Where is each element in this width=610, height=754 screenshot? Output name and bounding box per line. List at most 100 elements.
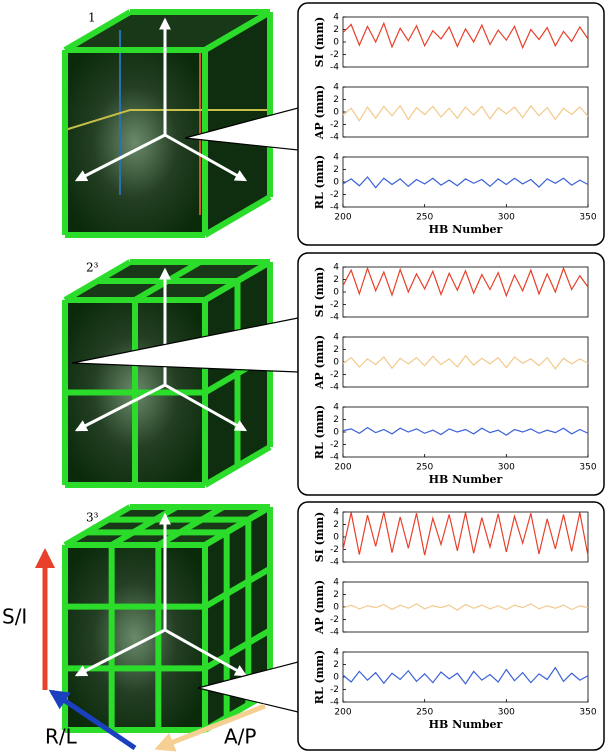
y-tick-label: 4 <box>333 153 339 163</box>
y-tick-label: 4 <box>333 13 339 23</box>
y-axis-label: RL (mm) <box>313 405 326 459</box>
y-tick-label: 0 <box>333 603 339 613</box>
direction-label: R/L <box>45 725 78 749</box>
x-tick-label: 200 <box>334 708 351 718</box>
y-axis-label: SI (mm) <box>313 512 326 563</box>
x-tick-label: 250 <box>416 463 433 473</box>
cube-edge <box>156 504 225 548</box>
data-line <box>342 666 589 685</box>
y-axis-label: SI (mm) <box>313 267 326 318</box>
y-axis-label: RL (mm) <box>313 650 326 704</box>
axis-arrow <box>164 133 248 182</box>
y-tick-label: -2 <box>330 615 339 625</box>
plot-frame <box>342 156 589 208</box>
plot-frame <box>342 336 589 388</box>
y-tick-label: -2 <box>330 440 339 450</box>
x-tick-label: 250 <box>416 708 433 718</box>
x-axis-label: HB Number <box>429 223 503 236</box>
data-line <box>342 21 589 50</box>
cube-edge <box>203 566 272 610</box>
rl-arrow <box>48 689 137 751</box>
y-tick-label: -4 <box>330 133 339 143</box>
y-tick-label: 4 <box>333 263 339 273</box>
cube-front <box>65 50 205 235</box>
plane <box>64 109 270 131</box>
axis-arrow <box>164 383 248 432</box>
data-line <box>342 266 589 298</box>
y-tick-label: 0 <box>333 673 339 683</box>
panel-label: 2³ <box>86 261 99 275</box>
y-tick-label: 0 <box>333 288 339 298</box>
y-tick-label: 2 <box>333 25 339 35</box>
y-tick-label: 0 <box>333 358 339 368</box>
cube-edge <box>63 9 132 53</box>
y-tick-label: -2 <box>330 545 339 555</box>
plot-frame <box>342 581 589 633</box>
y-tick-label: -4 <box>330 558 339 568</box>
cube-edge <box>63 504 132 548</box>
x-tick-label: 200 <box>334 213 351 223</box>
y-tick-label: -2 <box>330 50 339 60</box>
cube-edge <box>203 504 272 548</box>
y-tick-label: -4 <box>330 698 339 708</box>
cube-edge <box>203 444 272 488</box>
y-tick-label: 4 <box>333 83 339 93</box>
x-tick-label: 300 <box>498 463 515 473</box>
y-tick-label: -4 <box>330 383 339 393</box>
y-tick-label: -4 <box>330 453 339 463</box>
y-tick-label: 2 <box>333 95 339 105</box>
y-tick-label: -2 <box>330 685 339 695</box>
x-tick-label: 250 <box>416 213 433 223</box>
y-axis-label: AP (mm) <box>313 335 326 390</box>
ap-arrow <box>154 703 266 752</box>
axis-arrow <box>74 383 166 432</box>
y-tick-label: 4 <box>333 508 339 518</box>
axis-arrow <box>164 628 248 677</box>
cube-edge <box>203 259 272 303</box>
axis-arrow <box>74 133 166 182</box>
x-tick-label: 350 <box>579 708 596 718</box>
panel-label: 3³ <box>86 511 99 525</box>
panel-label: 1 <box>88 11 96 25</box>
y-tick-label: -4 <box>330 628 339 638</box>
y-tick-label: 0 <box>333 428 339 438</box>
y-tick-label: 2 <box>333 520 339 530</box>
x-tick-label: 200 <box>334 463 351 473</box>
cube-front <box>65 545 205 730</box>
x-tick-label: 300 <box>498 213 515 223</box>
y-tick-label: 2 <box>333 165 339 175</box>
y-tick-label: 4 <box>333 333 339 343</box>
y-tick-label: 4 <box>333 648 339 658</box>
x-tick-label: 300 <box>498 708 515 718</box>
y-tick-label: -2 <box>330 120 339 130</box>
y-tick-label: -4 <box>330 63 339 73</box>
y-tick-label: -4 <box>330 203 339 213</box>
x-axis-label: HB Number <box>429 718 503 731</box>
y-tick-label: 4 <box>333 403 339 413</box>
data-line <box>342 511 589 556</box>
direction-label: A/P <box>224 725 256 749</box>
data-line <box>342 104 589 122</box>
y-tick-label: 0 <box>333 533 339 543</box>
data-line <box>342 354 589 370</box>
y-tick-label: 4 <box>333 578 339 588</box>
y-tick-label: -2 <box>330 370 339 380</box>
plot-frame <box>342 266 589 318</box>
plot-frame <box>342 511 589 563</box>
direction-label: S/I <box>2 605 27 629</box>
cubes <box>62 9 273 733</box>
x-tick-label: 350 <box>579 213 596 223</box>
y-axis-label: SI (mm) <box>313 17 326 68</box>
y-tick-label: 0 <box>333 38 339 48</box>
y-tick-label: 2 <box>333 275 339 285</box>
plot-frame <box>342 86 589 138</box>
plot-frame <box>342 16 589 68</box>
x-tick-label: 350 <box>579 463 596 473</box>
axis-arrow <box>74 628 166 677</box>
data-line <box>342 603 589 611</box>
y-tick-label: 2 <box>333 415 339 425</box>
plot-frame <box>342 406 589 458</box>
y-axis-label: AP (mm) <box>313 580 326 635</box>
